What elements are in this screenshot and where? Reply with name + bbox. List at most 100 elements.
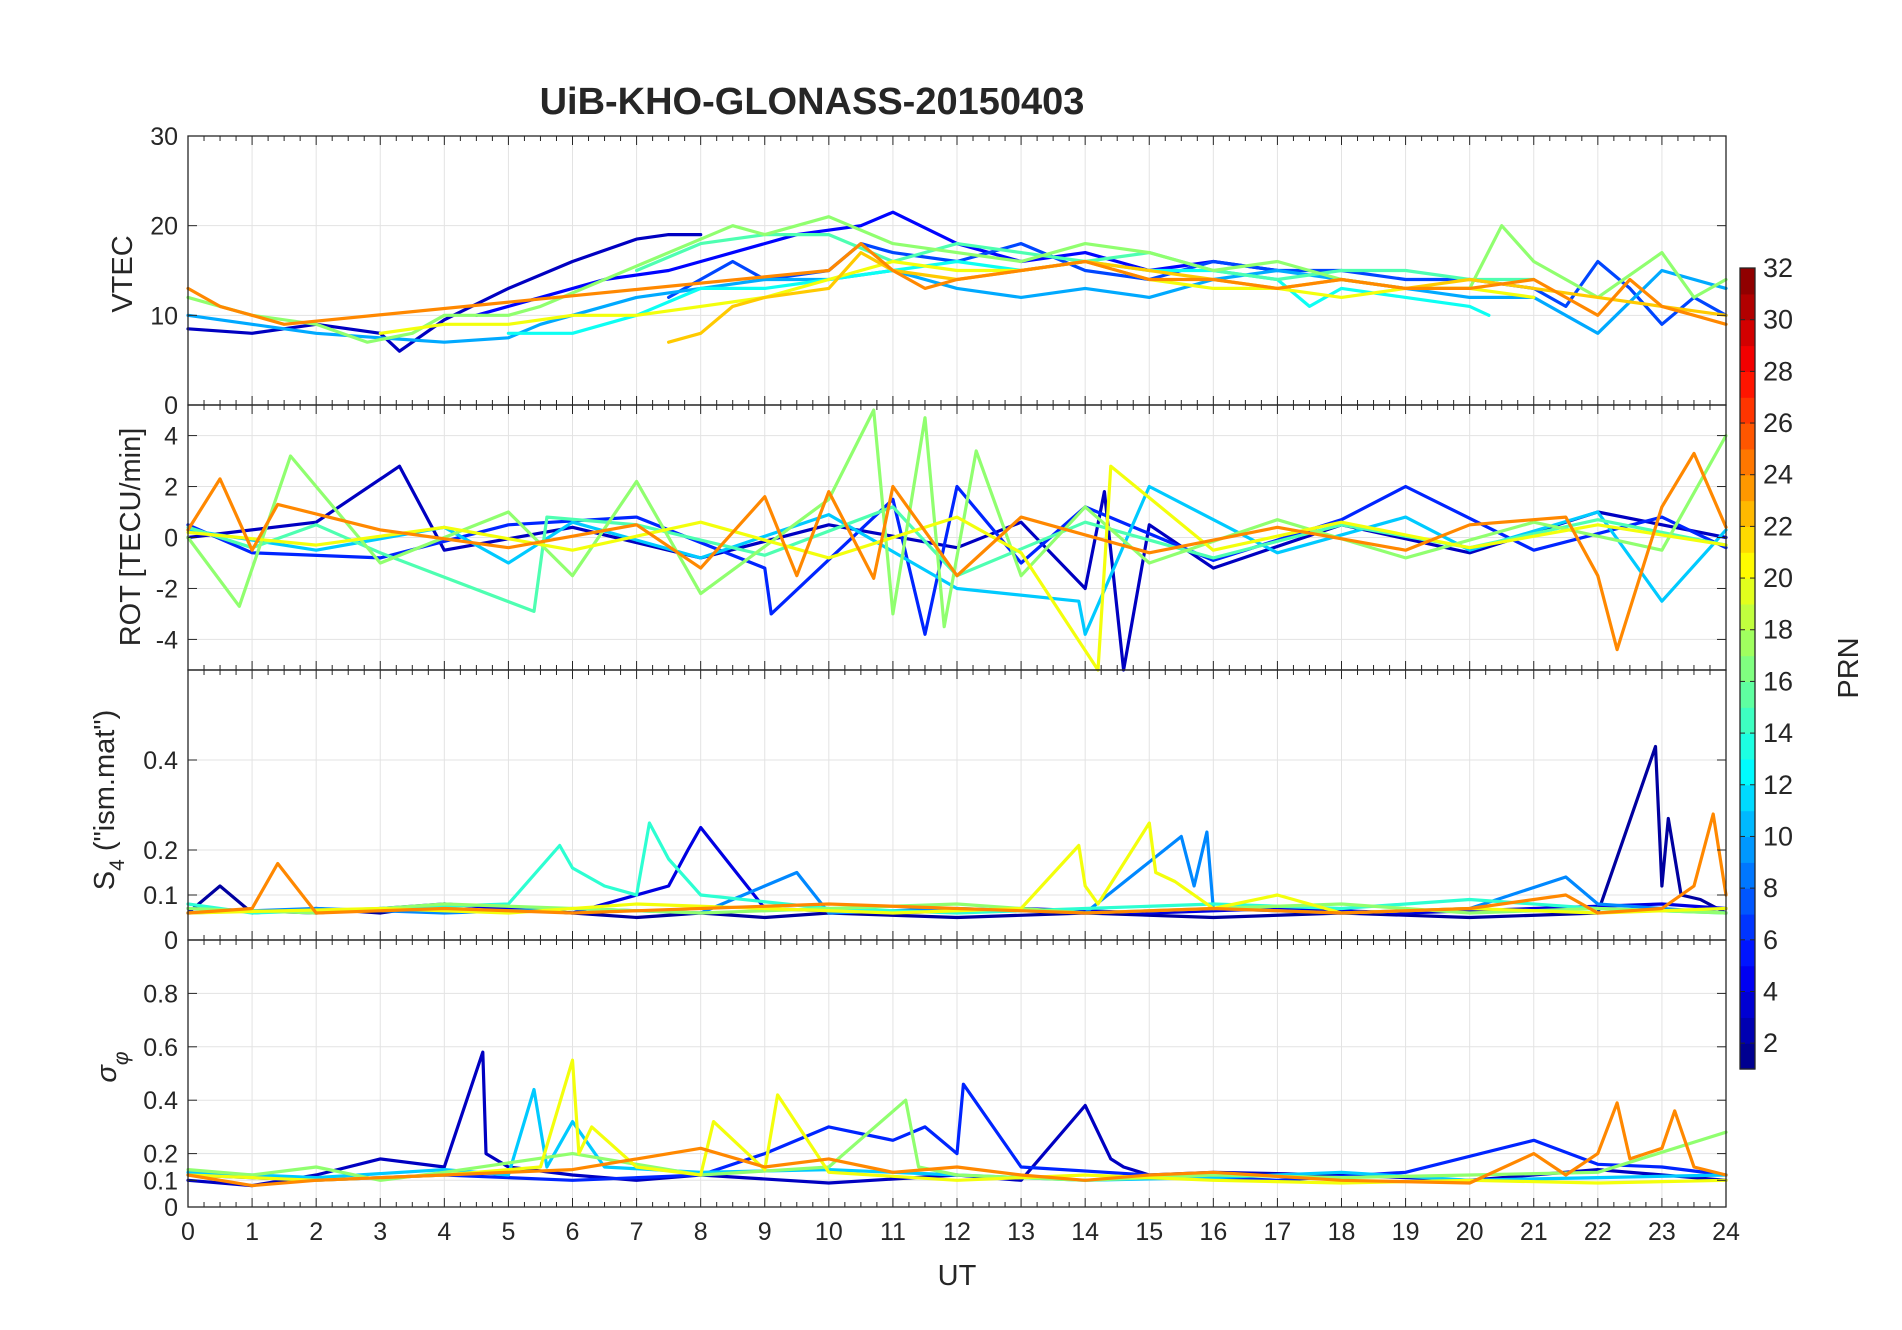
- x-tick-label: 11: [880, 1218, 906, 1246]
- x-tick-label: 14: [1071, 1218, 1099, 1246]
- x-tick-label: 22: [1584, 1218, 1612, 1246]
- y-label-vtec: VTEC: [107, 235, 139, 312]
- series-line-prn-3: [186, 1050, 1728, 1188]
- panel-s4: 0 0.1 0.2 0.4 S4 ("ism.mat"): [89, 669, 1728, 955]
- y-tick-label: 2: [164, 474, 178, 502]
- y-tick-label: 0.4: [143, 1087, 178, 1115]
- colorbar-gradient: [1740, 268, 1755, 1070]
- series-line-prn-24: [186, 812, 1728, 915]
- series-line-prn-20: [378, 259, 1536, 335]
- colorbar-tick-label: 2: [1763, 1028, 1778, 1058]
- colorbar-band: [1740, 836, 1755, 863]
- colorbar-tick-label: 18: [1763, 615, 1793, 645]
- colorbar-tick-label: 16: [1763, 666, 1793, 696]
- series-line-prn-3: [186, 233, 703, 353]
- x-tick-label: 9: [758, 1218, 772, 1246]
- x-tick-label: 8: [694, 1218, 708, 1246]
- colorbar-band: [1740, 707, 1755, 734]
- grid-rot: [187, 405, 1727, 670]
- y-label-sigma: σφ: [91, 1051, 133, 1083]
- colorbar-band: [1740, 552, 1755, 579]
- x-tick-label: 18: [1328, 1218, 1356, 1246]
- y-tick-label: 0: [164, 525, 178, 553]
- x-tick-label: 10: [815, 1218, 843, 1246]
- y-label-sigma-main: σ: [91, 1064, 123, 1083]
- x-tick-label: 20: [1456, 1218, 1484, 1246]
- x-axis-label: UT: [938, 1260, 977, 1292]
- series-line-prn-17: [186, 902, 1728, 915]
- colorbar-band: [1740, 810, 1755, 838]
- colorbar-band: [1740, 345, 1755, 372]
- colorbar-tick-label: 20: [1763, 563, 1793, 593]
- series-line-prn-10: [186, 268, 1728, 344]
- colorbar-band: [1740, 1017, 1755, 1044]
- y-label-rot: ROT [TECU/min]: [115, 428, 147, 647]
- colorbar-band: [1740, 888, 1755, 915]
- colorbar-band: [1740, 758, 1755, 786]
- colorbar-band: [1740, 965, 1755, 993]
- colorbar-band: [1740, 268, 1755, 295]
- colorbar-tick-label: 12: [1763, 770, 1793, 800]
- colorbar-band: [1740, 629, 1755, 657]
- x-tick-label: 2: [309, 1218, 323, 1246]
- series-line-prn-20: [186, 464, 1728, 672]
- x-tick-labels: 0 1 2 3 4 5 6 7 8 9 10 11 12 13 14 15 16 17 18 19 20 21 22 23 24: [181, 1218, 1740, 1246]
- series-line-prn-20: [186, 1058, 1728, 1185]
- series-s4: [186, 744, 1728, 920]
- series-line-prn-24: [186, 451, 1728, 652]
- colorbar-band: [1740, 371, 1755, 398]
- y-tick-label: 0.4: [143, 747, 178, 775]
- y-tick-label: 10: [150, 302, 178, 330]
- panel-vtec: 0 10 20 30 VTEC: [107, 123, 1728, 420]
- x-tick-label: 0: [181, 1218, 195, 1246]
- series-line-prn-24: [186, 242, 1728, 326]
- y-label-s4: S4 ("ism.mat"): [89, 710, 129, 891]
- y-tick-label: 0.6: [143, 1034, 178, 1062]
- series-sigma: [186, 1050, 1728, 1188]
- colorbar-tick-label: 26: [1763, 408, 1793, 438]
- colorbar-band: [1740, 1043, 1755, 1070]
- colorbar-tick-label: 28: [1763, 356, 1793, 386]
- colorbar-band: [1740, 939, 1755, 967]
- colorbar-band: [1740, 913, 1755, 941]
- colorbar-tick-label: 32: [1763, 253, 1793, 283]
- series-rot: [186, 408, 1728, 672]
- colorbar-band: [1740, 578, 1755, 605]
- colorbar-frame: [1739, 267, 1756, 1070]
- y-tick-label: 0: [164, 927, 178, 955]
- y-tick-label: 0: [164, 1194, 178, 1222]
- colorbar-band: [1740, 784, 1755, 812]
- colorbar-band: [1740, 423, 1755, 450]
- colorbar-band: [1740, 991, 1755, 1018]
- x-tick-label: 23: [1648, 1218, 1676, 1246]
- series-line-prn-14: [186, 821, 1728, 915]
- panel-sigma: 00.10.2 0.4 0.6 0.8 σφ: [91, 939, 1728, 1222]
- x-tick-label: 12: [943, 1218, 971, 1246]
- series-line-prn-17: [186, 1098, 1728, 1182]
- y-tick-label: -4: [156, 626, 178, 654]
- y-tick-label: 0.2: [143, 837, 178, 865]
- x-tick-label: 16: [1199, 1218, 1227, 1246]
- y-tick-label: 0.2: [143, 1141, 178, 1169]
- colorbar-tick-label: 6: [1763, 925, 1778, 955]
- x-tick-label: 21: [1520, 1218, 1548, 1246]
- x-tick-label: 6: [566, 1218, 580, 1246]
- y-label-s4-sub: 4: [106, 859, 129, 871]
- colorbar-tick-label: 14: [1763, 718, 1793, 748]
- x-tick-label: 13: [1007, 1218, 1035, 1246]
- axis-sigma: [187, 939, 1727, 1208]
- series-line-prn-22: [666, 251, 1728, 344]
- series-line-prn-6: [186, 1082, 1728, 1182]
- x-tick-label: 1: [245, 1218, 259, 1246]
- colorbar-band: [1740, 500, 1755, 527]
- y-ticks-s4: 0 0.1 0.2 0.4: [143, 747, 178, 955]
- colorbar-tick-label: 10: [1763, 821, 1793, 851]
- colorbar-tick-label: 24: [1763, 460, 1793, 490]
- y-tick-label: 0.8: [143, 980, 178, 1008]
- y-tick-label: 30: [150, 123, 178, 151]
- panel-rot: -4 -2 0 2 4 ROT [TECU/min]: [115, 404, 1728, 672]
- y-tick-label: 0.1: [143, 1167, 178, 1195]
- colorbar-band: [1740, 603, 1755, 631]
- x-tick-label: 17: [1264, 1218, 1292, 1246]
